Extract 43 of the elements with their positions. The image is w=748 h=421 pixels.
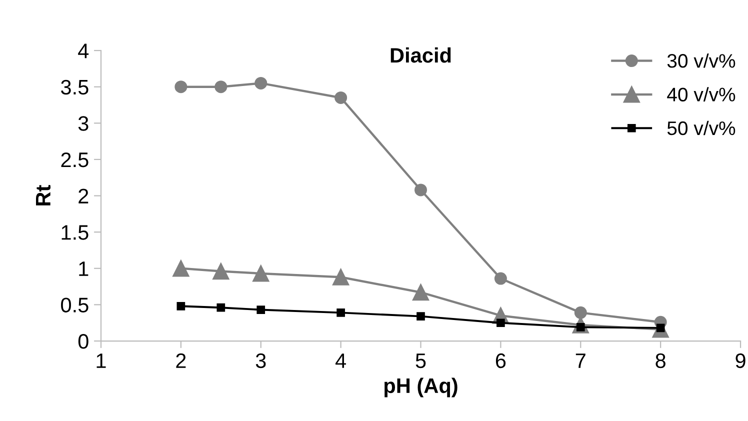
point [212, 262, 230, 280]
point [252, 265, 270, 282]
x-tick-label: 4 [335, 354, 346, 368]
x-axis-title: pH (Aq) [384, 378, 458, 398]
y-tick-label: 1 [79, 262, 88, 276]
point [214, 80, 228, 94]
y-tick-label: 0 [78, 334, 88, 349]
point [414, 184, 427, 196]
point [496, 318, 505, 328]
point [174, 80, 188, 94]
y-tick-label: 3 [78, 116, 88, 131]
x-tick-label: 7 [576, 354, 586, 368]
x-tick-label: 6 [496, 353, 506, 368]
point [332, 268, 350, 286]
y-tick-label: 4 [78, 44, 89, 58]
y-tick-label: 2 [78, 188, 88, 204]
x-tick-label: 9 [736, 353, 746, 368]
point [172, 260, 190, 277]
point [256, 306, 266, 314]
y-tick-label: 0.5 [61, 298, 88, 312]
y-tick-label: 1.5 [62, 225, 88, 240]
x-tick-label: 3 [256, 353, 266, 368]
y-tick-label: 3.5 [61, 80, 88, 95]
x-tick-label: 5 [416, 354, 426, 368]
point [416, 312, 425, 320]
legend-label: 40 v/v% [667, 87, 736, 102]
point [494, 272, 507, 285]
x-tick-label: 8 [656, 353, 666, 368]
point [574, 306, 587, 319]
point [216, 303, 226, 312]
point [334, 91, 348, 104]
y-axis-title: Rt [36, 185, 51, 206]
y-tick-label: 2.5 [61, 152, 88, 168]
point [176, 302, 186, 310]
point [656, 324, 665, 332]
point [254, 76, 268, 90]
point [412, 284, 430, 301]
x-tick-label: 1 [96, 354, 106, 368]
legend-label: 30 v/v% [667, 53, 736, 68]
legend-label: 50 v/v% [667, 120, 736, 136]
point [336, 308, 345, 317]
x-tick-label: 2 [176, 353, 186, 368]
chart-title: Diacid [390, 47, 451, 63]
